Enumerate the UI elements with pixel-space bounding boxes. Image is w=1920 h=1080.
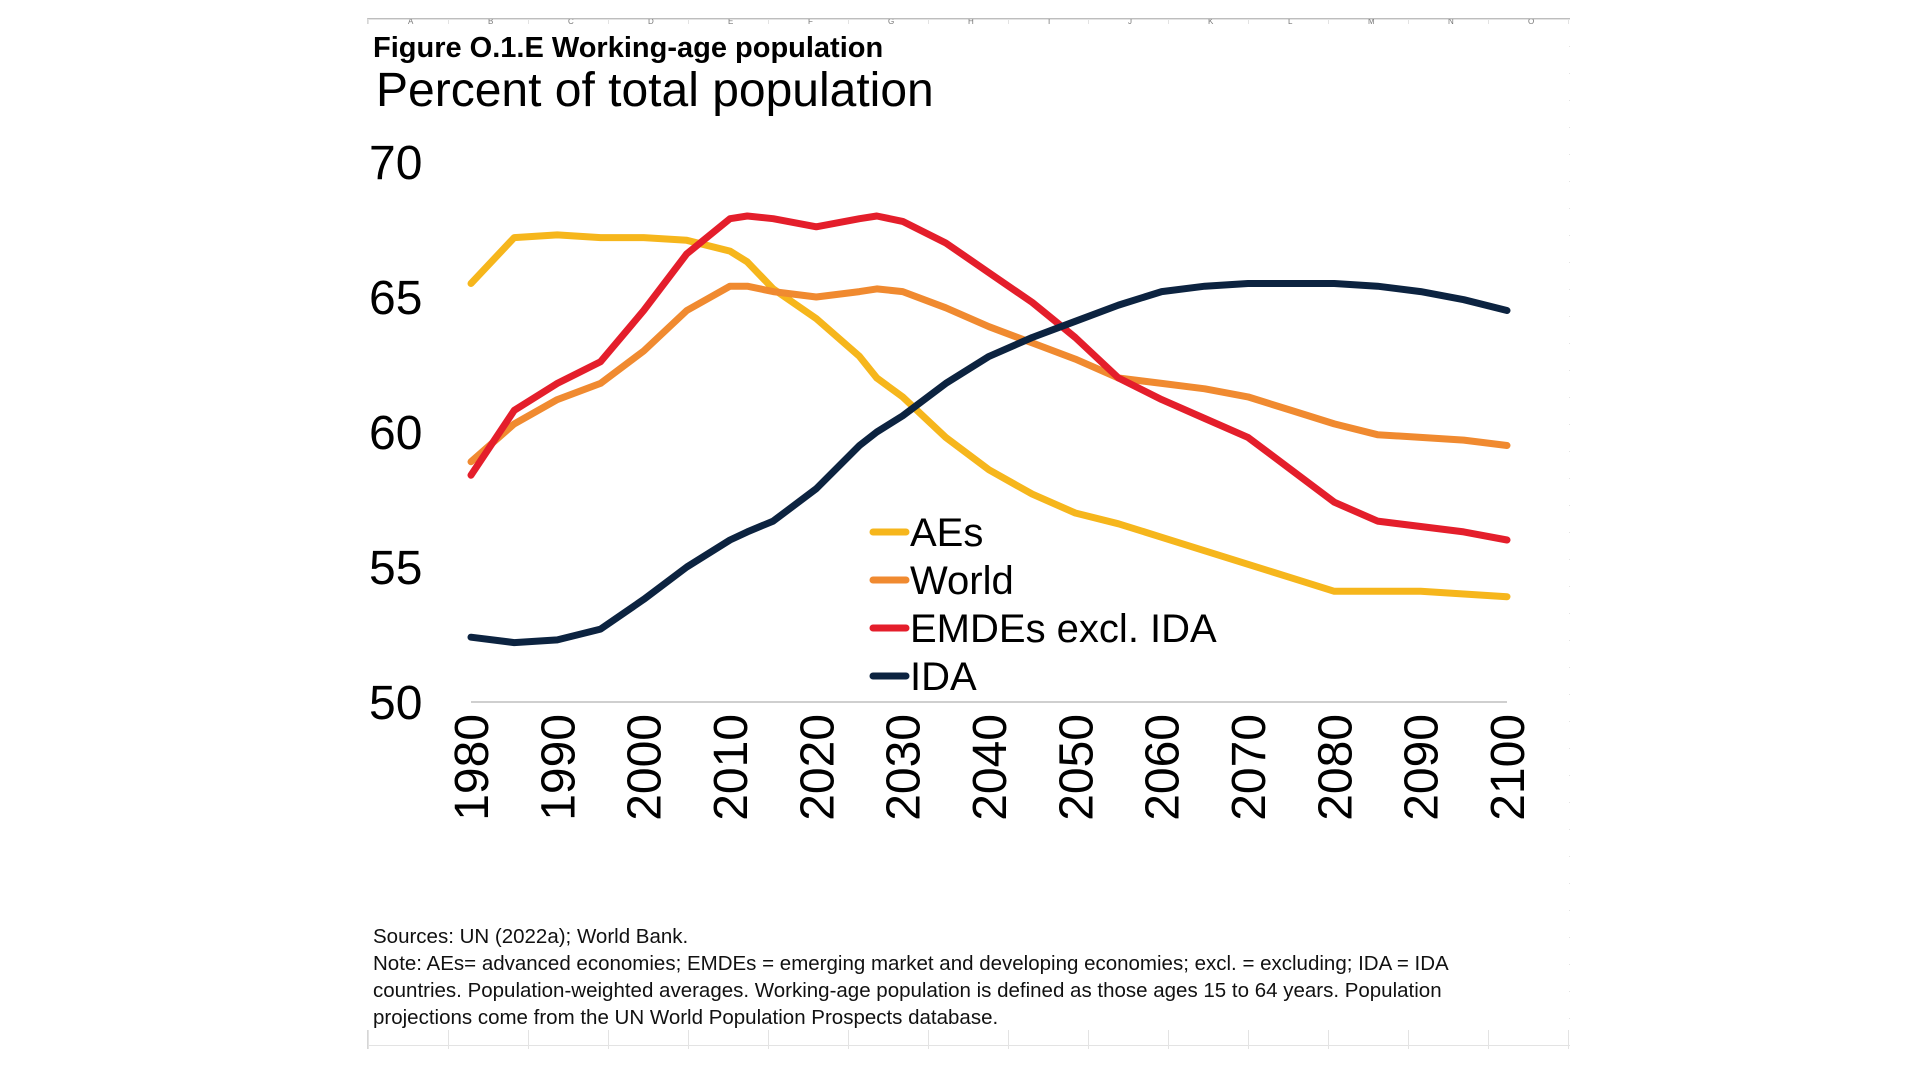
column-letter: J: [1128, 19, 1132, 26]
note-line-1: Note: AEs= advanced economies; EMDEs = e…: [373, 952, 1449, 975]
y-tick-label: 50: [369, 677, 422, 730]
x-tick-label: 2090: [1396, 714, 1449, 821]
column-letter: K: [1208, 19, 1214, 26]
column-letter: C: [568, 19, 574, 26]
chart-area: Figure O.1.E Working-age population Perc…: [367, 24, 1569, 929]
series-line: [467, 280, 1511, 647]
column-letter: E: [728, 19, 734, 26]
x-tick-label: 2040: [964, 714, 1017, 821]
legend-label: EMDEs excl. IDA: [910, 607, 1217, 651]
x-tick-label: 2000: [619, 714, 672, 821]
column-letter: F: [808, 19, 813, 26]
note-line-3: projections come from the UN World Popul…: [373, 1006, 999, 1029]
y-tick-label: 65: [369, 272, 422, 325]
x-tick-label: 2010: [705, 714, 758, 821]
y-axis-ticks: 50 55 60 65 70: [369, 137, 422, 730]
x-tick-label: 2080: [1309, 714, 1362, 821]
column-letter: N: [1448, 19, 1454, 26]
column-letter: G: [888, 19, 895, 26]
figure-title: Figure O.1.E Working-age population: [373, 32, 884, 64]
column-letter: D: [648, 19, 654, 26]
x-tick-label: 2100: [1482, 714, 1535, 821]
column-letter: O: [1528, 19, 1535, 26]
series-line: [467, 231, 1511, 601]
series-lines: [467, 212, 1511, 647]
y-tick-label: 60: [369, 407, 422, 460]
x-tick-label: 2020: [791, 714, 844, 821]
legend-label: IDA: [910, 655, 977, 699]
column-letter: A: [408, 19, 414, 26]
x-tick-label: 2060: [1137, 714, 1190, 821]
legend-label: AEs: [910, 511, 983, 555]
x-tick-label: 2050: [1050, 714, 1103, 821]
column-letter: I: [1048, 19, 1051, 26]
column-letter: B: [488, 19, 494, 26]
y-tick-label: 70: [369, 137, 422, 190]
column-letter: H: [968, 19, 974, 26]
column-letter: L: [1288, 19, 1293, 26]
notes-area: Sources: UN (2022a); World Bank. Note: A…: [367, 925, 1569, 1030]
y-tick-label: 55: [369, 542, 422, 595]
column-letter: M: [1368, 19, 1375, 26]
line-chart: Percent of total population 50 55 60 65 70 1…: [369, 64, 1535, 821]
series-line: [467, 282, 1511, 466]
x-axis-ticks: 1980 1990 2000 2010 2020 2030 2040 2050 2060 2070…: [446, 714, 1535, 821]
x-tick-label: 2070: [1223, 714, 1276, 821]
column-header-strip: A B C D E F G H I J K L M N O: [368, 19, 1570, 27]
x-tick-label: 1980: [446, 714, 499, 821]
x-tick-label: 2030: [878, 714, 931, 821]
sources-text: Sources: UN (2022a); World Bank.: [373, 925, 689, 948]
chart-subtitle: Percent of total population: [376, 64, 934, 117]
series-line: [467, 212, 1511, 544]
legend-label: World: [910, 559, 1014, 603]
x-tick-label: 1990: [532, 714, 585, 821]
note-line-2: countries. Population-weighted averages.…: [373, 979, 1442, 1002]
